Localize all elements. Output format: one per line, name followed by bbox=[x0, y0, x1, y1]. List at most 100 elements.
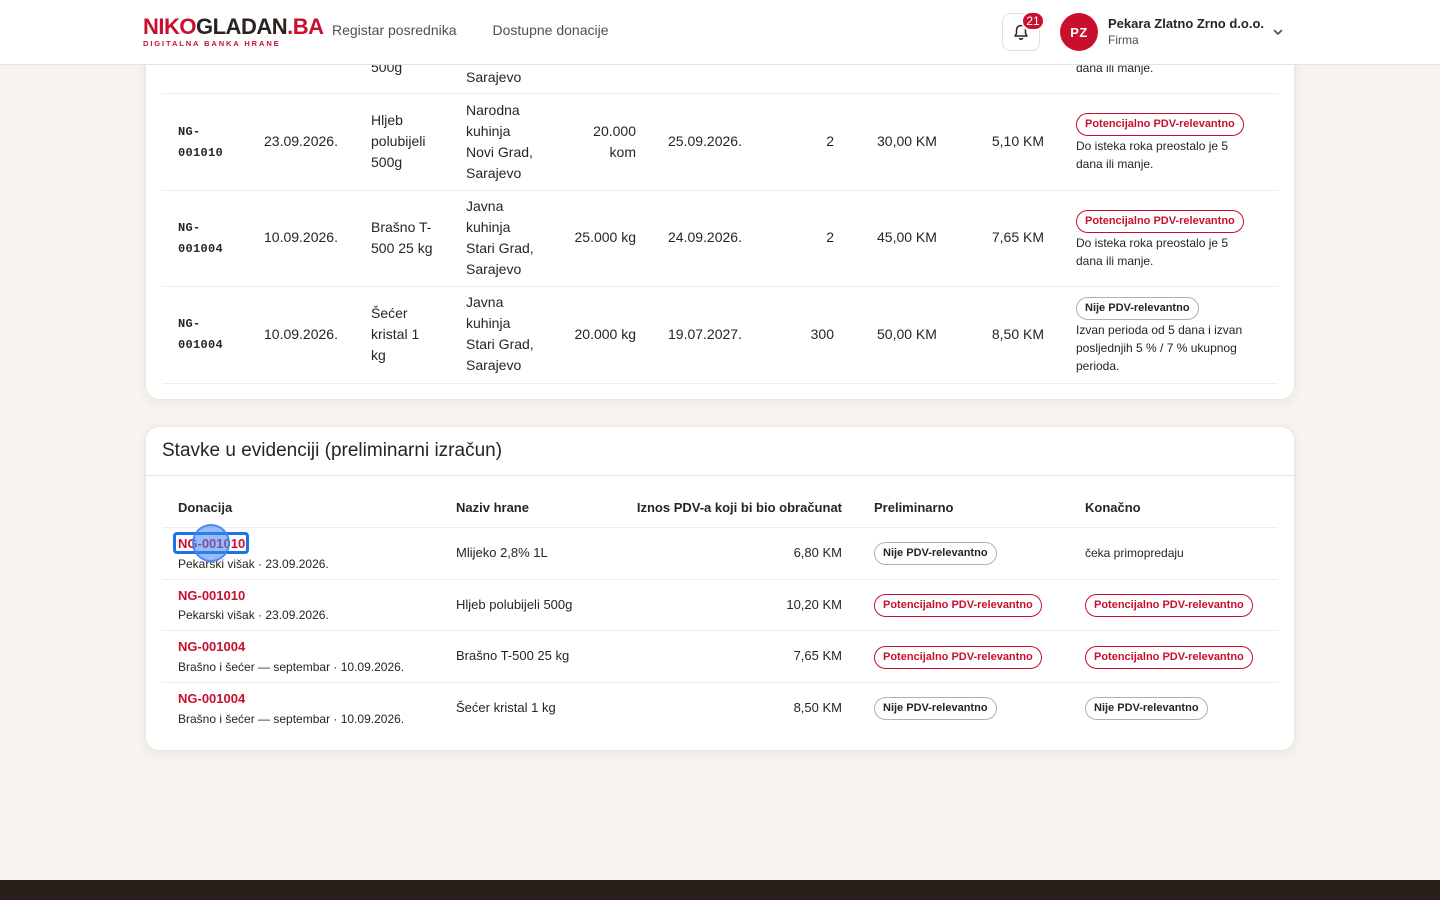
food-line: 500g bbox=[371, 154, 403, 170]
donation-link[interactable]: NG-001004 bbox=[178, 639, 246, 654]
status-note: Do isteka roka preostalo je 5 dana ili ma… bbox=[1076, 236, 1229, 268]
preliminary-badge: Nije PDV-relevantno bbox=[874, 697, 997, 720]
donation-subtitle: Pekarski višak · 23.09.2026. bbox=[178, 608, 329, 622]
value-cell: 45,00 KM bbox=[877, 229, 937, 245]
recipient-line: Sarajevo bbox=[466, 357, 522, 373]
page-footer bbox=[0, 880, 1440, 900]
donation-id-line1: NG- bbox=[178, 317, 201, 331]
donation-date: 10.09.2026. bbox=[264, 326, 338, 342]
status-note: Do isteka roka preostalo je 5 dana ili ma… bbox=[1076, 139, 1229, 171]
recipient-line: Sarajevo bbox=[466, 261, 522, 277]
vat-cell: 5,10 KM bbox=[991, 133, 1044, 149]
donations-table-card: 500g Sarajevo dana ili manje. NG- 001010… bbox=[145, 30, 1295, 400]
status-badge: Potencijalno PDV-relevantno bbox=[1076, 113, 1244, 136]
row-divider bbox=[162, 579, 1278, 580]
days-left: 2 bbox=[826, 229, 834, 245]
row-divider bbox=[162, 630, 1278, 631]
evidence-card: Stavke u evidenciji (preliminarni izraču… bbox=[145, 426, 1295, 751]
food-line: Brašno T- bbox=[371, 219, 432, 235]
quantity-line: kom bbox=[609, 144, 636, 160]
row-divider bbox=[162, 93, 1278, 94]
logo-part3: .BA bbox=[287, 14, 324, 39]
food-line: polubijeli bbox=[371, 133, 426, 149]
preliminary-badge: Potencijalno PDV-relevantno bbox=[874, 594, 1042, 617]
donation-id-line2: 001004 bbox=[178, 338, 224, 352]
quantity-line: 20.000 bbox=[593, 123, 636, 139]
expiry-date: 24.09.2026. bbox=[668, 229, 742, 245]
column-header-donacija: Donacija bbox=[178, 500, 233, 515]
nav-registar-posrednika[interactable]: Registar posrednika bbox=[332, 22, 457, 38]
food-line: 500 25 kg bbox=[371, 240, 433, 256]
vat-cell: 7,65 KM bbox=[991, 229, 1044, 245]
donation-id-line2: 001010 bbox=[178, 146, 224, 160]
days-left: 300 bbox=[810, 326, 834, 342]
final-status: čeka primopredaju bbox=[1085, 546, 1184, 560]
status-badge: Potencijalno PDV-relevantno bbox=[1076, 210, 1244, 233]
click-indicator bbox=[192, 524, 230, 562]
food-line: Šećer bbox=[371, 305, 408, 321]
main-nav: Registar posrednika Dostupne donacije bbox=[332, 22, 609, 38]
expiry-date: 25.09.2026. bbox=[668, 133, 742, 149]
preliminary-badge: Potencijalno PDV-relevantno bbox=[874, 646, 1042, 669]
row-divider bbox=[162, 286, 1278, 287]
column-header-preliminarno: Preliminarno bbox=[874, 500, 954, 515]
recipient-line: Novi Grad, bbox=[466, 144, 533, 160]
column-header-naziv-hrane: Naziv hrane bbox=[456, 500, 529, 515]
column-header-konacno: Konačno bbox=[1085, 500, 1141, 515]
nav-dostupne-donacije[interactable]: Dostupne donacije bbox=[492, 22, 609, 38]
recipient-line: kuhinja bbox=[466, 219, 511, 235]
logo-part2: GLADAN bbox=[196, 14, 288, 39]
chevron-down-icon[interactable] bbox=[1272, 26, 1284, 38]
donation-id-line2: 001004 bbox=[178, 242, 224, 256]
logo[interactable]: NIKOGLADAN.BA DIGITALNA BANKA HRANE bbox=[143, 14, 324, 49]
recipient-line: Stari Grad, bbox=[466, 336, 534, 352]
value-cell: 30,00 KM bbox=[877, 133, 937, 149]
final-badge: Potencijalno PDV-relevantno bbox=[1085, 594, 1253, 617]
vat-amount: 6,80 KM bbox=[793, 545, 842, 560]
status-badge: Nije PDV-relevantno bbox=[1076, 297, 1199, 320]
expiry-date: 19.07.2027. bbox=[668, 326, 742, 342]
donation-id-line1: NG- bbox=[178, 221, 201, 235]
recipient-line: kuhinja bbox=[466, 123, 511, 139]
donation-date: 23.09.2026. bbox=[264, 133, 338, 149]
donation-subtitle: Brašno i šećer — septembar · 10.09.2026. bbox=[178, 660, 405, 674]
status-note: Izvan perioda od 5 dana i izvan posljednj… bbox=[1076, 323, 1243, 373]
recipient-line: Sarajevo bbox=[466, 165, 522, 181]
recipient-line: kuhinja bbox=[466, 315, 511, 331]
logo-subtitle: DIGITALNA BANKA HRANE bbox=[143, 39, 281, 48]
quantity-line: 25.000 kg bbox=[574, 229, 637, 245]
value-cell: 50,00 KM bbox=[877, 326, 937, 342]
donation-link[interactable]: NG-001004 bbox=[178, 691, 246, 706]
recipient-line: Narodna bbox=[466, 102, 520, 118]
food-line: kristal 1 bbox=[371, 326, 420, 342]
donation-link[interactable]: NG-001010 bbox=[178, 588, 246, 603]
vat-amount: 8,50 KM bbox=[793, 700, 842, 715]
final-badge: Nije PDV-relevantno bbox=[1085, 697, 1208, 720]
notifications-button[interactable]: 21 bbox=[1002, 11, 1045, 51]
row-divider bbox=[162, 682, 1278, 683]
quantity-line: 20.000 kg bbox=[574, 326, 637, 342]
donation-id-line1: NG- bbox=[178, 125, 201, 139]
notification-count-badge: 21 bbox=[1021, 11, 1045, 31]
vat-amount: 10,20 KM bbox=[786, 597, 842, 612]
user-name[interactable]: Pekara Zlatno Zrno d.o.o. bbox=[1108, 16, 1265, 31]
column-header-iznos-pdv: Iznos PDV-a koji bi bio obračunat bbox=[636, 500, 842, 515]
user-role: Firma bbox=[1108, 33, 1139, 47]
food-name: Hljeb polubijeli 500g bbox=[456, 597, 573, 612]
donation-date: 10.09.2026. bbox=[264, 229, 338, 245]
card-divider bbox=[146, 475, 1294, 476]
food-name: Šećer kristal 1 kg bbox=[456, 700, 556, 715]
row-divider bbox=[162, 527, 1278, 528]
vat-amount: 7,65 KM bbox=[793, 648, 842, 663]
recipient-line: Javna bbox=[466, 198, 504, 214]
card-title: Stavke u evidenciji (preliminarni izraču… bbox=[162, 440, 503, 461]
donation-subtitle: Brašno i šećer — septembar · 10.09.2026. bbox=[178, 712, 405, 726]
recipient-cell: Sarajevo bbox=[466, 69, 522, 85]
avatar[interactable]: PZ bbox=[1060, 13, 1098, 51]
preliminary-badge: Nije PDV-relevantno bbox=[874, 542, 997, 565]
food-name: Brašno T-500 25 kg bbox=[456, 648, 570, 663]
food-line: kg bbox=[371, 347, 386, 363]
vat-cell: 8,50 KM bbox=[991, 326, 1044, 342]
row-divider bbox=[162, 190, 1278, 191]
food-line: Hljeb bbox=[371, 112, 403, 128]
